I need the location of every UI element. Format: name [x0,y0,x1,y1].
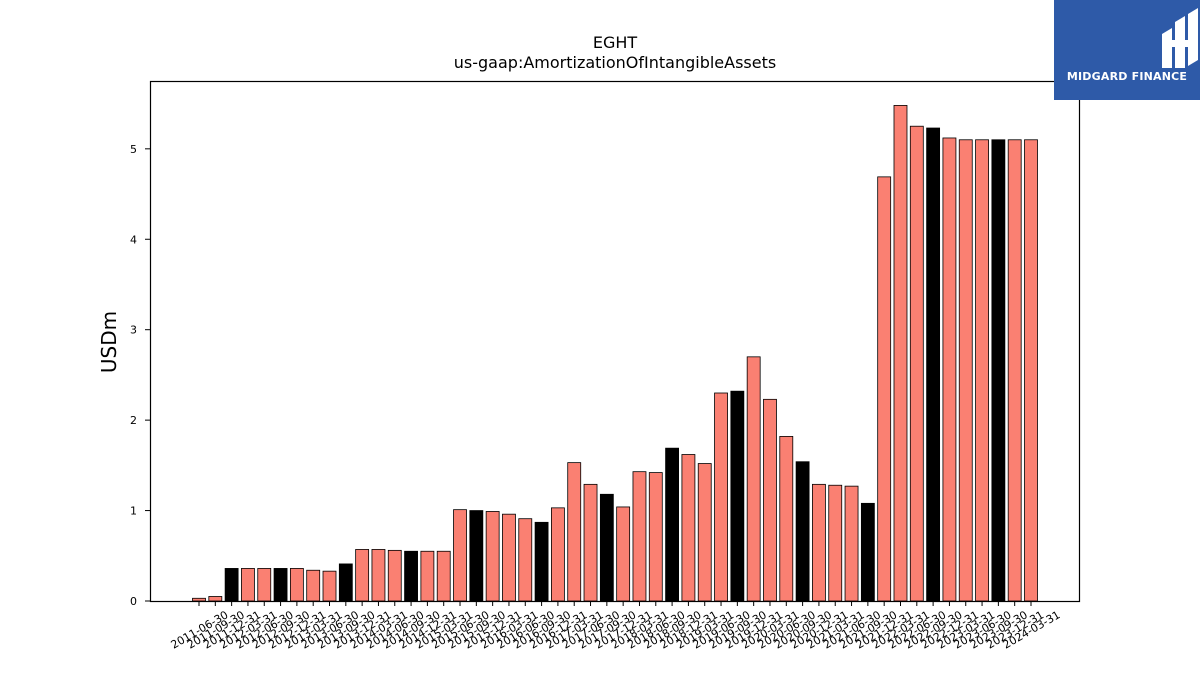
bar-2023-06-30 [975,139,989,602]
y-tick-label: 2 [130,414,137,427]
bar-2017-06-30 [583,483,598,602]
bar-2015-06-30 [453,509,467,602]
bar-2021-06-30 [844,485,859,602]
brand-name: MIDGARD FINANCE [1066,70,1188,83]
bar-2024-03-31 [1024,139,1038,602]
bar-2022-03-31 [893,105,908,602]
bar-2013-06-30 [322,570,337,602]
bar-2022-09-30 [926,127,941,602]
y-tick-label: 0 [130,595,137,608]
bar-2014-09-30 [404,550,418,602]
plot-frame [149,80,1081,603]
bar-2023-12-31 [1007,139,1022,602]
y-tick-label: 3 [130,324,137,337]
bar-2018-03-31 [632,471,647,602]
bar-2011-06-30 [192,597,206,602]
chart-subtitle: us-gaap:AmortizationOfIntangibleAssets [454,53,776,72]
chart-title: EGHT [593,33,638,52]
brand-mark-icon [1162,8,1198,68]
bar-2023-09-30 [991,139,1006,602]
bar-2023-03-31 [958,139,973,602]
bar-2017-12-31 [616,506,631,602]
bar-2020-06-30 [779,436,794,602]
bar-2015-03-31 [436,550,451,602]
bar-2016-09-30 [534,521,549,602]
bar-2017-09-30 [599,493,614,602]
y-tick-label: 5 [130,143,137,156]
bar-2014-03-31 [371,549,386,602]
bar-2015-09-30 [469,510,484,602]
bar-2012-09-30 [273,568,288,602]
bar-2012-06-30 [257,568,272,602]
bar-2021-12-31 [877,176,892,602]
bar-2013-03-31 [306,569,321,602]
y-tick-label: 1 [130,505,137,518]
bar-2022-06-30 [909,125,924,602]
bar-2019-12-31 [746,356,761,602]
bar-2014-06-30 [387,549,402,602]
bar-2019-03-31 [697,463,712,602]
y-axis-label: USDm [97,311,121,373]
bar-2011-12-31 [224,568,239,602]
bar-2015-12-31 [485,511,500,602]
bar-2016-03-31 [502,513,516,602]
bar-2019-09-30 [730,390,745,602]
bar-2016-06-30 [518,518,533,602]
bar-2020-03-31 [763,398,777,602]
x-axis-ticks: 2011-06-302011-09-302011-12-312012-03-31… [169,601,1063,652]
y-axis-ticks: 0 1 2 3 4 5 [130,143,150,608]
bar-2018-09-30 [665,447,679,602]
bar-2012-03-31 [241,568,255,602]
bar-2019-06-30 [714,392,728,602]
bar-2018-06-30 [648,472,663,602]
y-tick-label: 4 [130,233,137,246]
bar-2021-03-31 [828,484,843,602]
bar-2018-12-31 [681,454,696,602]
bar-2013-12-31 [355,549,370,602]
bar-2020-09-30 [795,461,810,602]
bar-2020-12-31 [812,483,826,602]
bar-2017-03-31 [567,462,582,602]
bar-2014-12-31 [420,550,435,602]
bar-2016-12-31 [551,507,565,602]
bar-2011-09-30 [208,596,223,602]
bar-2021-09-30 [860,502,875,602]
bars-group [192,105,1038,602]
bar-2012-12-31 [289,568,304,602]
brand-logo: MIDGARD FINANCE [1054,0,1200,100]
bar-2022-12-31 [942,137,957,602]
bar-2013-09-30 [338,563,353,602]
